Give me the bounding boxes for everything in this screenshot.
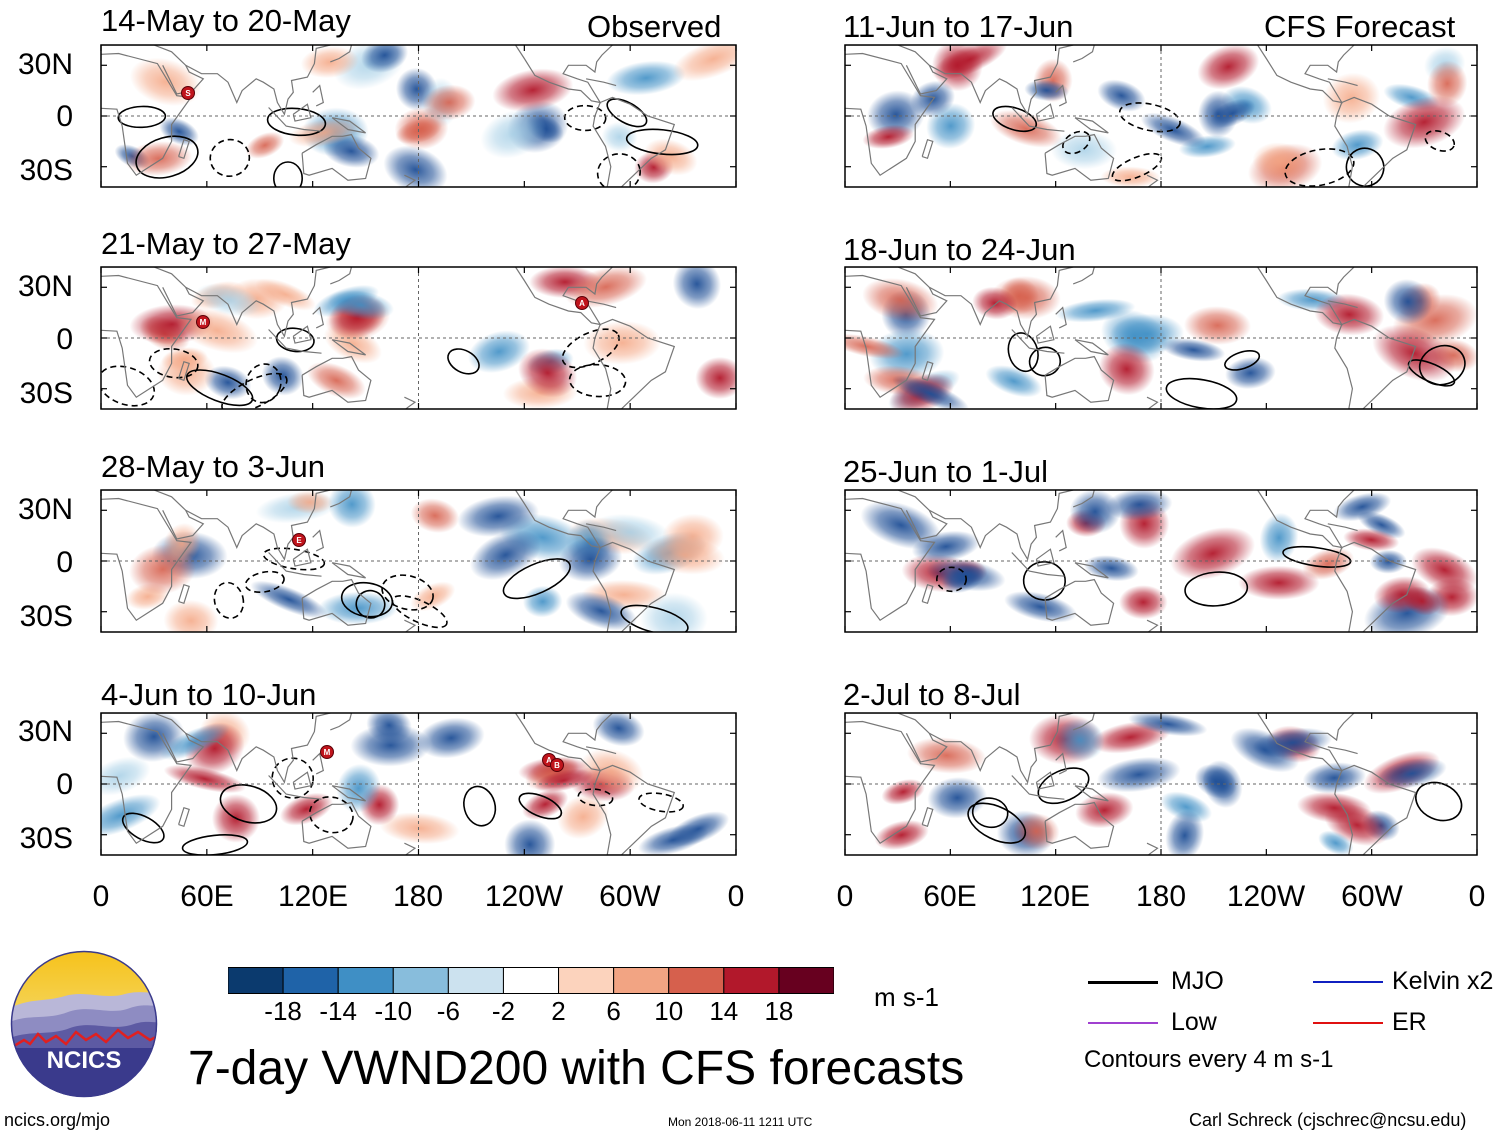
legend-low-line <box>1088 1022 1158 1024</box>
colorbar-tick-label: -2 <box>491 996 516 1026</box>
event-marker: M <box>320 745 334 759</box>
map-panel <box>101 713 736 855</box>
map-panel <box>101 45 736 187</box>
legend-mjo-label: MJO <box>1171 967 1224 995</box>
obs-panel-1-title: 14-May to 20-May <box>101 3 351 38</box>
colorbar-swatch <box>723 967 780 994</box>
colorbar-tick-label: -10 <box>374 996 413 1026</box>
colorbar-tick-label: 14 <box>709 996 739 1026</box>
lon-label-180: 180 <box>392 880 444 913</box>
lat-label-30n: 30N <box>17 48 73 81</box>
event-marker-label: S <box>185 89 191 98</box>
lat-label-eq: 0 <box>56 768 73 801</box>
map-panel <box>845 490 1477 632</box>
fc-panel-4-title: 2-Jul to 8-Jul <box>843 677 1021 712</box>
lon-label-120e: 120E <box>277 880 349 913</box>
lon-label-0: 0 <box>836 880 854 913</box>
lat-label-eq: 0 <box>56 323 73 356</box>
event-marker-label: B <box>554 761 560 770</box>
lon-label-180: 180 <box>1135 880 1187 913</box>
colorbar-swatch <box>778 967 834 994</box>
lat-label-30s: 30S <box>19 600 73 633</box>
map-panel <box>101 490 736 632</box>
colorbar-swatch <box>502 967 560 994</box>
event-marker: A <box>575 296 589 310</box>
lat-label-30s: 30S <box>19 822 73 855</box>
footer-credit: Carl Schreck (cjschrec@ncsu.edu) <box>1189 1110 1467 1130</box>
colorbar-tick-label: 18 <box>764 996 794 1026</box>
colorbar <box>228 967 834 994</box>
footer-timestamp: Mon 2018-06-11 1211 UTC <box>668 1115 813 1129</box>
colorbar-tick-label: 6 <box>606 996 621 1026</box>
map-panel <box>845 267 1477 409</box>
colorbar-tick-label: -18 <box>264 996 302 1026</box>
colorbar-tick-label: -6 <box>436 996 460 1026</box>
legend-er-label: ER <box>1392 1008 1427 1036</box>
lon-label-0: 0 <box>92 880 110 913</box>
ncics-logo: NCICS <box>10 950 158 1098</box>
legend-contour-note: Contours every 4 m s-1 <box>1084 1046 1334 1073</box>
main-title: 7-day VWND200 with CFS forecasts <box>188 1042 965 1095</box>
observed-label: Observed <box>587 9 722 44</box>
map-panel <box>845 713 1477 855</box>
lat-label-eq: 0 <box>56 546 73 579</box>
event-marker-label: M <box>324 748 331 757</box>
lon-label-0w: 0 <box>727 880 745 913</box>
map-panel <box>845 45 1477 187</box>
event-marker: S <box>181 86 195 100</box>
colorbar-tick-label: 10 <box>654 996 684 1026</box>
colorbar-swatch <box>392 967 449 994</box>
obs-panel-4-title: 4-Jun to 10-Jun <box>101 677 317 712</box>
obs-panel-3-title: 28-May to 3-Jun <box>101 449 325 484</box>
colorbar-tick-label: -14 <box>319 996 357 1026</box>
colorbar-swatch <box>447 967 504 994</box>
lon-label-0w: 0 <box>1468 880 1486 913</box>
event-marker-label: E <box>296 536 302 545</box>
colorbar-units: m s-1 <box>874 982 939 1012</box>
lat-label-eq: 0 <box>56 100 73 133</box>
lat-label-30s: 30S <box>19 154 73 187</box>
event-marker: E <box>292 533 306 547</box>
lon-label-60w: 60W <box>1341 880 1403 913</box>
colorbar-tick-label: 2 <box>551 996 566 1026</box>
event-marker: M <box>196 315 210 329</box>
footer-url[interactable]: ncics.org/mjo <box>4 1110 111 1130</box>
legend-low-label: Low <box>1171 1008 1217 1036</box>
logo-text: NCICS <box>47 1047 122 1074</box>
event-marker-label: M <box>200 318 207 327</box>
colorbar-swatch <box>558 967 615 994</box>
colorbar-swatch <box>337 967 394 994</box>
event-marker-label: A <box>579 299 585 308</box>
legend-er-line <box>1313 1022 1383 1024</box>
legend-mjo-line <box>1088 981 1158 984</box>
lon-label-60w: 60W <box>599 880 661 913</box>
event-marker: B <box>550 758 564 772</box>
fc-panel-3-title: 25-Jun to 1-Jul <box>843 454 1049 489</box>
lon-label-120w: 120W <box>1226 880 1306 913</box>
colorbar-swatch <box>228 967 284 994</box>
forecast-label: CFS Forecast <box>1264 9 1456 44</box>
colorbar-swatch <box>613 967 670 994</box>
map-panel <box>101 267 736 409</box>
lat-label-30s: 30S <box>19 377 73 410</box>
lat-label-30n: 30N <box>17 493 73 526</box>
legend-kelvin-line <box>1313 981 1383 983</box>
colorbar-swatch <box>282 967 339 994</box>
colorbar-swatch <box>668 967 725 994</box>
obs-panel-2-title: 21-May to 27-May <box>101 226 351 261</box>
legend-kelvin-label: Kelvin x2 <box>1392 967 1494 995</box>
lat-label-30n: 30N <box>17 715 73 748</box>
lat-label-30n: 30N <box>17 270 73 303</box>
fc-panel-1-title: 11-Jun to 17-Jun <box>843 9 1074 44</box>
fc-panel-2-title: 18-Jun to 24-Jun <box>843 232 1076 267</box>
lon-label-60e: 60E <box>923 880 977 913</box>
event-marker-label: A <box>546 756 552 765</box>
lon-label-120e: 120E <box>1019 880 1091 913</box>
lon-label-120w: 120W <box>484 880 564 913</box>
lon-label-60e: 60E <box>180 880 234 913</box>
